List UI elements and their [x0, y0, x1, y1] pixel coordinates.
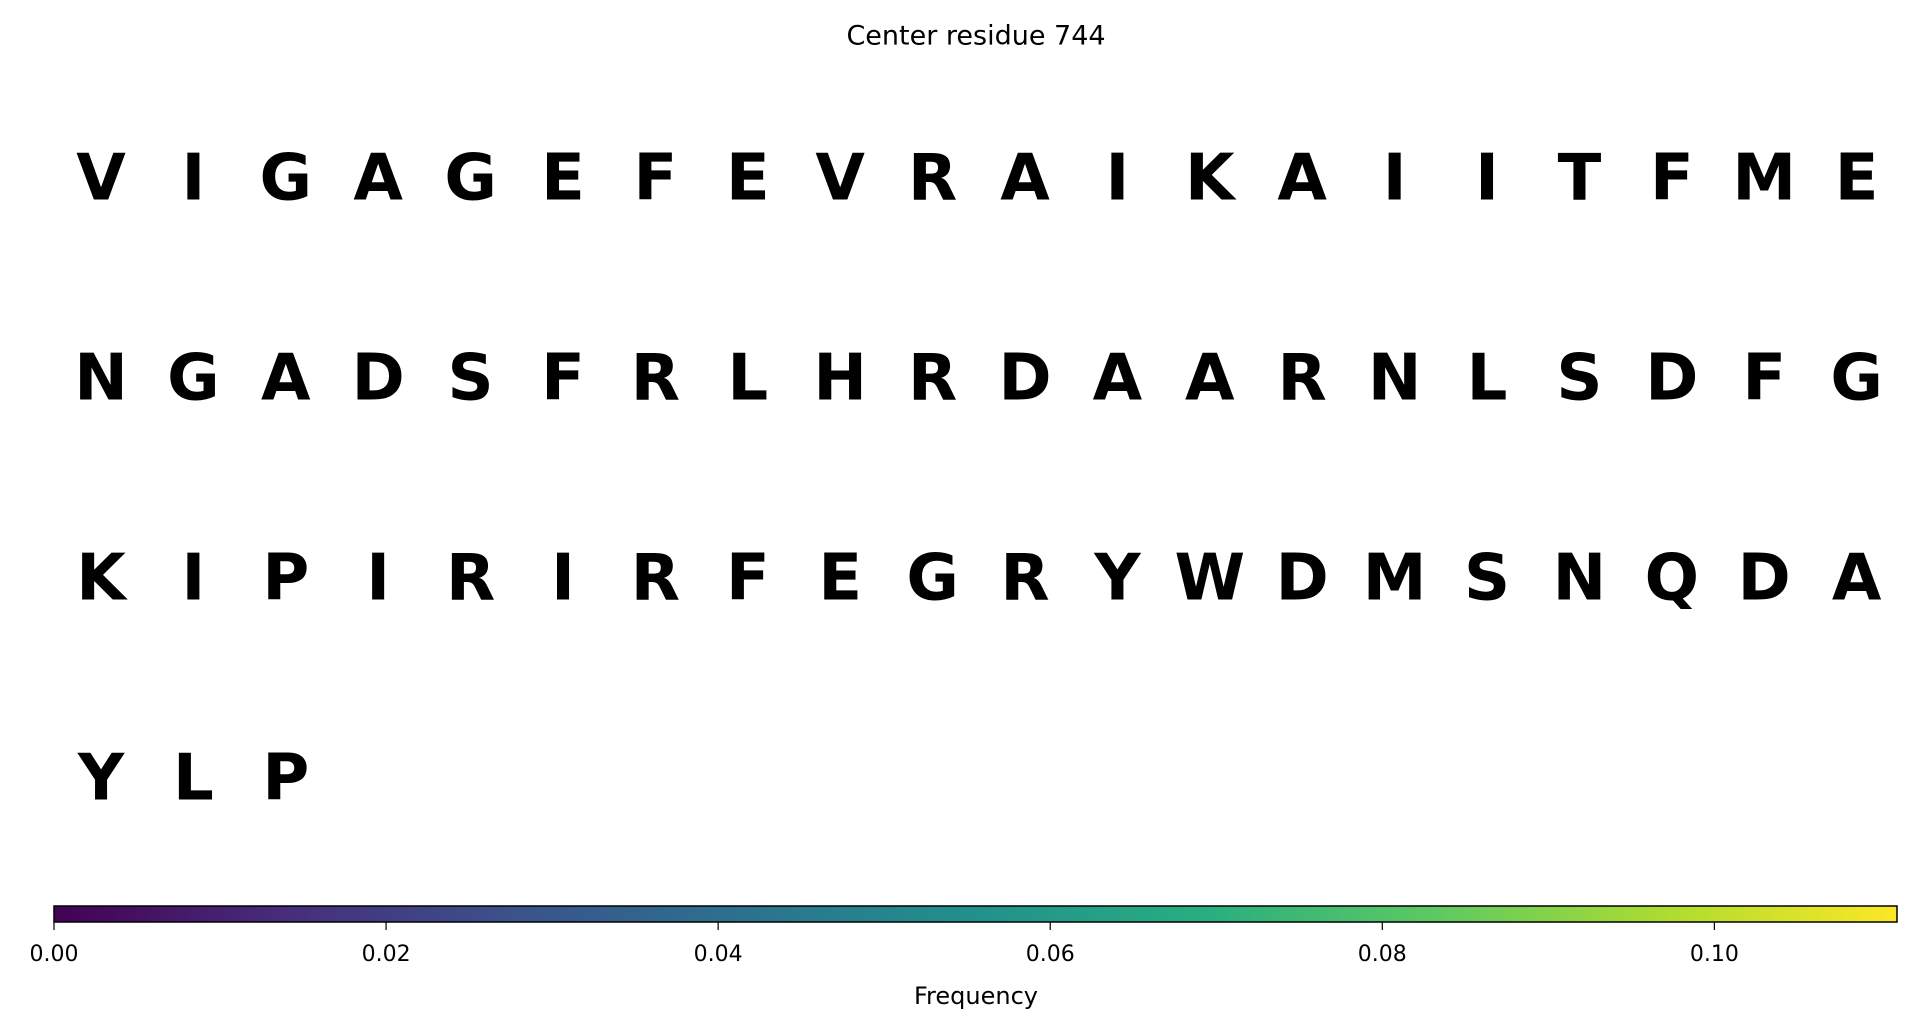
- residue: N: [74, 342, 128, 416]
- residue: G: [906, 542, 959, 616]
- x-tick-label: 0.10: [1690, 942, 1739, 967]
- residue: G: [260, 142, 313, 216]
- residue: M: [1363, 542, 1427, 616]
- residue: D: [1645, 342, 1698, 416]
- residue: G: [1830, 342, 1883, 416]
- chart-title: Center residue 744: [846, 21, 1105, 52]
- residue: D: [1276, 542, 1329, 616]
- residue: A: [1000, 142, 1050, 216]
- residue: I: [366, 542, 390, 616]
- residue: P: [262, 742, 309, 816]
- residue: A: [261, 342, 311, 416]
- residue: W: [1175, 542, 1246, 616]
- residue: I: [551, 542, 575, 616]
- residue: R: [908, 142, 957, 216]
- x-tick-label: 0.06: [1026, 942, 1075, 967]
- residue: V: [76, 142, 126, 216]
- residue: I: [1475, 142, 1499, 216]
- residue: R: [446, 542, 495, 616]
- residue: E: [1835, 142, 1879, 216]
- residue: D: [352, 342, 405, 416]
- residue: F: [541, 342, 585, 416]
- residue: E: [726, 142, 770, 216]
- residue: F: [1742, 342, 1786, 416]
- residue: Y: [77, 742, 125, 816]
- residue: A: [1277, 142, 1327, 216]
- x-tick-label: 0.04: [694, 942, 743, 967]
- residue: D: [998, 342, 1051, 416]
- x-tick-label: 0.08: [1358, 942, 1407, 967]
- residue: Q: [1645, 542, 1699, 616]
- x-tick-label: 0.00: [30, 942, 79, 967]
- residue: A: [1185, 342, 1235, 416]
- residue: S: [1464, 542, 1510, 616]
- residue: K: [1185, 142, 1237, 216]
- residue: I: [181, 142, 205, 216]
- residue: K: [76, 542, 128, 616]
- residue: T: [1558, 142, 1602, 216]
- residue: A: [1832, 542, 1882, 616]
- residue: F: [726, 542, 770, 616]
- residue: Y: [1093, 542, 1141, 616]
- residue: F: [634, 142, 678, 216]
- residue: I: [181, 542, 205, 616]
- residue: M: [1732, 142, 1796, 216]
- residue: N: [1368, 342, 1422, 416]
- residue: A: [1093, 342, 1143, 416]
- colorbar: [53, 905, 1898, 923]
- residue: D: [1738, 542, 1791, 616]
- residue: I: [1383, 142, 1407, 216]
- residue: S: [1556, 342, 1602, 416]
- residue: S: [448, 342, 494, 416]
- residue: F: [1650, 142, 1694, 216]
- residue: P: [262, 542, 309, 616]
- residue: V: [815, 142, 865, 216]
- colorbar-label: Frequency: [914, 982, 1038, 1010]
- residue: H: [813, 342, 867, 416]
- residue: N: [1553, 542, 1607, 616]
- residue: R: [908, 342, 957, 416]
- residue: L: [1467, 342, 1508, 416]
- residue: R: [1278, 342, 1327, 416]
- residue: R: [631, 342, 680, 416]
- residue: G: [444, 142, 497, 216]
- residue: R: [631, 542, 680, 616]
- residue: A: [353, 142, 403, 216]
- residue: E: [541, 142, 585, 216]
- residue: I: [1105, 142, 1129, 216]
- residue: G: [167, 342, 220, 416]
- residue: L: [727, 342, 768, 416]
- residue: R: [1000, 542, 1049, 616]
- residue: L: [173, 742, 214, 816]
- x-tick-label: 0.02: [362, 942, 411, 967]
- residue: E: [818, 542, 862, 616]
